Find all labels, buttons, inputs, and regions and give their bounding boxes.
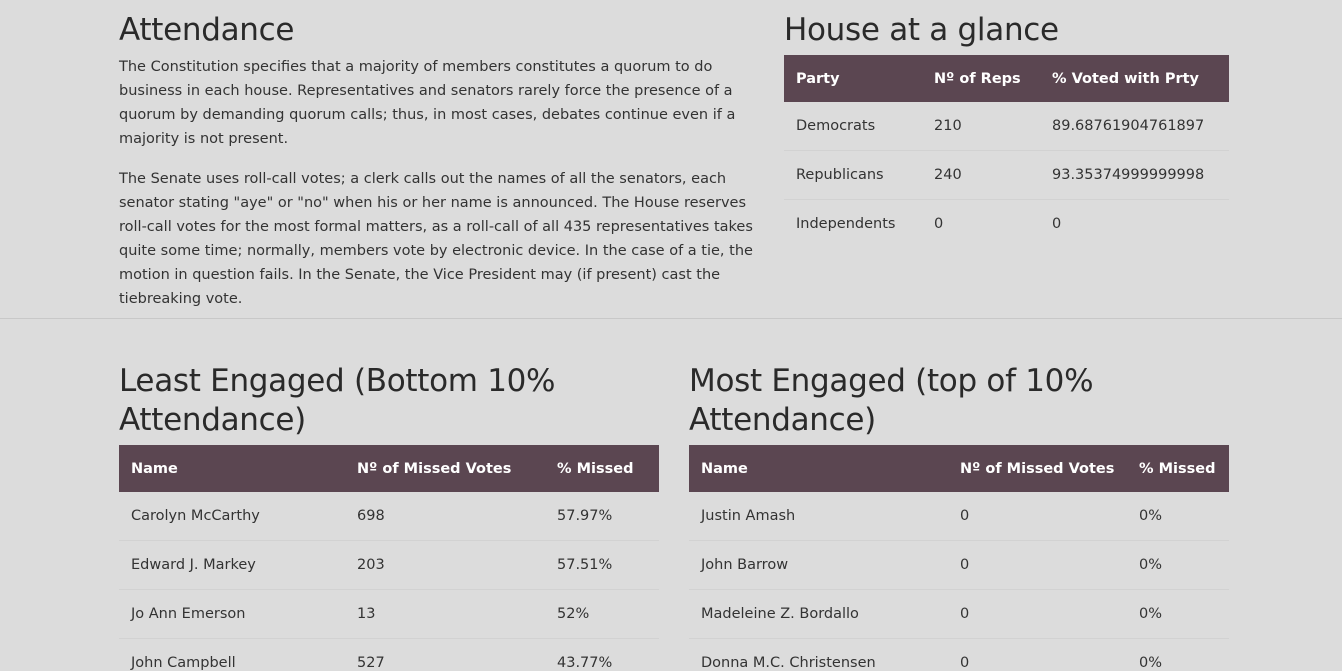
attendance-section: Attendance The Constitution specifies th… [119, 11, 759, 311]
least-engaged-title: Least Engaged (Bottom 10% Attendance) [119, 363, 556, 438]
table-row: Jo Ann Emerson 13 52% [119, 589, 659, 639]
pct-missed: 0% [1127, 540, 1229, 590]
attendance-paragraph-1: The Constitution specifies that a majori… [119, 59, 736, 147]
least-engaged-table: Name Nº of Missed Votes % Missed Carolyn… [119, 445, 659, 671]
rep-count: 0 [934, 216, 944, 232]
party-name: Democrats [784, 102, 922, 151]
missed-votes: 203 [345, 540, 545, 590]
pct-missed: 57.97% [545, 492, 659, 541]
pct-voted: 93.35374999999998 [1040, 150, 1229, 200]
pct-missed: 57.51% [545, 540, 659, 590]
member-name: Madeleine Z. Bordallo [689, 589, 948, 639]
least-header-row: Name Nº of Missed Votes % Missed [119, 445, 659, 492]
table-row: Independents 0 0 [784, 200, 1229, 249]
pct-missed: 52% [545, 589, 659, 639]
rep-count: 210 [922, 102, 1040, 151]
most-engaged-table: Name Nº of Missed Votes % Missed Justin … [689, 445, 1229, 671]
glance-table: Party Nº of Reps % Voted with Prty Democ… [784, 55, 1229, 248]
most-header-row: Name Nº of Missed Votes % Missed [689, 445, 1229, 492]
table-row: Madeleine Z. Bordallo 0 0% [689, 589, 1229, 639]
table-row: Donna M.C. Christensen 0 0% [689, 639, 1229, 671]
table-row: Justin Amash 0 0% [689, 492, 1229, 541]
party-name: Independents [796, 216, 896, 232]
member-name: Jo Ann Emerson [119, 589, 345, 639]
column-header-pct-missed: % Missed [557, 460, 634, 477]
column-header-party: Party [796, 70, 840, 87]
missed-votes: 527 [357, 655, 385, 671]
pct-missed: 0% [1139, 655, 1163, 671]
member-name: John Campbell [131, 655, 236, 671]
column-header-pct-missed: % Missed [1139, 460, 1216, 477]
member-name: Edward J. Markey [119, 540, 345, 590]
table-row: John Campbell 527 43.77% [119, 639, 659, 671]
pct-missed: 43.77% [557, 655, 613, 671]
column-header-num-reps: Nº of Reps [934, 70, 1021, 87]
party-name: Republicans [784, 150, 922, 200]
table-row: Edward J. Markey 203 57.51% [119, 540, 659, 590]
pct-missed: 0% [1127, 589, 1229, 639]
column-header-missed-votes: Nº of Missed Votes [960, 460, 1115, 477]
table-row: Republicans 240 93.35374999999998 [784, 150, 1229, 200]
column-header-name: Name [131, 460, 178, 477]
member-name: John Barrow [689, 540, 948, 590]
glance-title: House at a glance [784, 12, 1059, 48]
missed-votes: 13 [345, 589, 545, 639]
section-divider [0, 318, 1342, 319]
member-name: Justin Amash [689, 492, 948, 541]
column-header-missed-votes: Nº of Missed Votes [357, 460, 512, 477]
table-row: Democrats 210 89.68761904761897 [784, 102, 1229, 151]
pct-missed: 0% [1127, 492, 1229, 541]
column-header-name: Name [701, 460, 748, 477]
missed-votes: 0 [948, 492, 1127, 541]
missed-votes: 0 [960, 655, 970, 671]
glance-header-row: Party Nº of Reps % Voted with Prty [784, 55, 1229, 102]
missed-votes: 698 [345, 492, 545, 541]
house-at-a-glance-section: House at a glance Party Nº of Reps % Vot… [784, 11, 1229, 248]
table-row: John Barrow 0 0% [689, 540, 1229, 590]
column-header-pct-voted: % Voted with Prty [1052, 70, 1199, 87]
member-name: Donna M.C. Christensen [701, 655, 876, 671]
missed-votes: 0 [948, 540, 1127, 590]
table-row: Carolyn McCarthy 698 57.97% [119, 492, 659, 541]
least-engaged-section: Least Engaged (Bottom 10% Attendance) Na… [119, 362, 659, 671]
member-name: Carolyn McCarthy [119, 492, 345, 541]
rep-count: 240 [922, 150, 1040, 200]
missed-votes: 0 [948, 589, 1127, 639]
pct-voted: 0 [1052, 216, 1062, 232]
pct-voted: 89.68761904761897 [1040, 102, 1229, 151]
attendance-paragraph-2: The Senate uses roll-call votes; a clerk… [119, 171, 753, 307]
most-engaged-title: Most Engaged (top of 10% Attendance) [689, 363, 1094, 438]
most-engaged-section: Most Engaged (top of 10% Attendance) Nam… [689, 362, 1229, 671]
attendance-title: Attendance [119, 12, 295, 48]
